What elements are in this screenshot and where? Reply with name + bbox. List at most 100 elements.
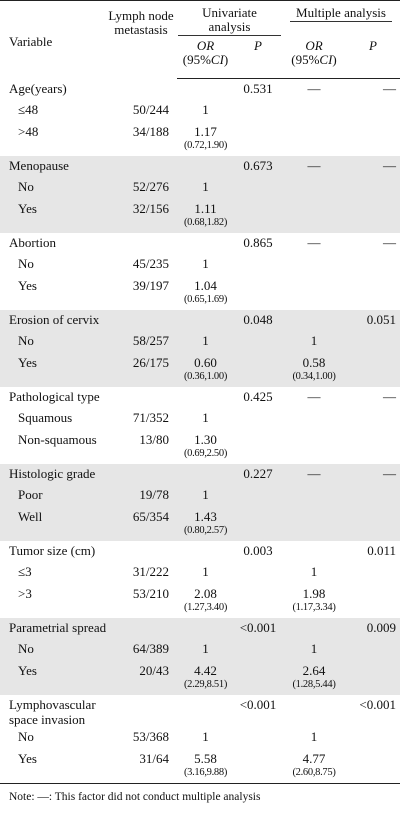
p-uni-empty <box>234 507 282 541</box>
p-multi-empty <box>346 199 400 233</box>
or-uni-header: OR (95%CI) <box>177 37 234 79</box>
or-multi-marker: — <box>282 464 346 485</box>
or-uni-value: 1.17 <box>194 124 217 139</box>
p-uni: <0.001 <box>234 618 282 639</box>
level-name: >3 <box>18 586 32 601</box>
p-uni: <0.001 <box>239 697 277 712</box>
or-uni-value: 1 <box>202 410 209 425</box>
variable-header: Variable <box>9 33 53 49</box>
ci-uni-value: (0.80,2.57) <box>183 525 228 536</box>
p-multi-empty <box>346 122 400 156</box>
level-name: No <box>0 331 105 353</box>
or-uni-cell: 1 <box>177 408 234 430</box>
or-uni-value: 0.60 <box>194 355 217 370</box>
metastasis-fraction: 45/235 <box>132 256 169 271</box>
p-uni-empty <box>234 584 282 618</box>
or-uni-cell: 1.43 (0.80,2.57) <box>177 507 234 541</box>
factor-name: Age(years) <box>9 80 67 96</box>
level-name: No <box>18 729 34 744</box>
metastasis-fraction: 65/354 <box>105 507 177 541</box>
or-uni-cell <box>177 618 234 639</box>
level-row: No 53/368 1 1 <box>0 727 400 749</box>
ci-uni-value: (0.72,1.90) <box>183 140 228 151</box>
level-row: ≤48 50/244 1 <box>0 100 400 122</box>
factor-name: Tumor size (cm) <box>9 543 96 558</box>
p-uni-empty <box>234 122 282 156</box>
metastasis-fraction: 20/43 <box>105 661 177 695</box>
p-multi: 0.011 <box>367 543 397 558</box>
factor-row: Age(years) 0.531 — — <box>0 79 400 101</box>
or-uni-cell: 1 <box>177 485 234 507</box>
p-multi-empty <box>346 727 400 749</box>
or-uni-cell: 0.60 (0.36,1.00) <box>177 353 234 387</box>
or-uni-value: 1 <box>202 179 209 194</box>
or-uni-value: 1.43 <box>194 509 217 524</box>
ci-uni-value: (3.16,9.88) <box>183 767 228 778</box>
or-uni-cell: 1 <box>177 562 234 584</box>
table-body: Age(years) 0.531— — ≤48 50/244 1 >48 34/188 1.17… <box>0 79 400 784</box>
or-uni-cell: 1 <box>177 177 234 199</box>
or-uni-value: 1 <box>202 641 209 656</box>
ci-multi-value: (1.28,5.44) <box>292 679 336 690</box>
or-multi-value: 1 <box>310 333 318 348</box>
p-uni-empty <box>234 639 282 661</box>
level-name: Poor <box>0 485 105 507</box>
or-multi-cell <box>282 507 346 541</box>
or-uni-cell: 1 <box>177 639 234 661</box>
factor-row: Lymphovascular space invasion <0.001 <0.00… <box>0 695 400 727</box>
or-uni-cell: 1.30 (0.69,2.50) <box>177 430 234 464</box>
p-uni-empty <box>234 276 282 310</box>
or-uni-cell <box>177 233 234 254</box>
level-row: Yes 26/175 0.60 (0.36,1.00) 0.58 (0.34,1.00) <box>0 353 400 387</box>
ci-multi-value: (1.17,3.34) <box>292 602 336 613</box>
or-multi-cell: 1.98 (1.17,3.34) <box>282 584 346 618</box>
or-uni-value: 2.08 <box>194 586 217 601</box>
or-multi-cell <box>282 408 346 430</box>
or-uni-value: 4.42 <box>194 663 217 678</box>
factor-name: Abortion <box>9 235 56 250</box>
p-multi: — <box>346 464 400 485</box>
level-name: Yes <box>0 353 105 387</box>
p-multi-empty <box>346 100 400 122</box>
p-multi-empty <box>346 749 400 784</box>
or-multi-marker: — <box>307 389 321 404</box>
or-multi-value: 4.77 <box>302 751 326 766</box>
or-multi-value: 0.58 <box>302 355 326 370</box>
or-uni-cell <box>177 156 234 177</box>
or-multi-cell: 4.77 (2.60,8.75) <box>282 749 346 784</box>
p-multi-header: P <box>346 37 400 79</box>
level-name: >48 <box>18 124 39 139</box>
factor-name: Histologic grade <box>0 464 177 485</box>
p-uni-header: P <box>234 37 282 79</box>
or-uni-cell: 1 <box>177 331 234 353</box>
level-name: Squamous <box>18 410 73 425</box>
level-row: Yes 31/64 5.58 (3.16,9.88) 4.77 (2.60,8.75) <box>0 749 400 784</box>
or-uni-value: 1 <box>202 256 209 271</box>
or-uni-cell <box>177 79 234 101</box>
p-uni: 0.227 <box>234 464 282 485</box>
or-uni-cell: 4.42 (2.29,8.51) <box>177 661 234 695</box>
factor-row: Parametrial spread <0.001 0.009 <box>0 618 400 639</box>
p-uni-empty <box>234 408 282 430</box>
p-uni-empty <box>234 199 282 233</box>
p-uni-empty <box>234 661 282 695</box>
or-uni-cell: 1 <box>177 727 234 749</box>
p-uni-empty <box>234 430 282 464</box>
p-multi-empty <box>346 661 400 695</box>
factor-name: Lymphovascular space invasion <box>9 697 96 727</box>
p-uni-empty <box>234 177 282 199</box>
or-uni-cell: 1.17 (0.72,1.90) <box>177 122 234 156</box>
factor-name: Menopause <box>0 156 177 177</box>
or-multi-value: 1 <box>310 564 318 579</box>
or-uni-value: 5.58 <box>194 751 217 766</box>
or-uni-value: 1 <box>202 729 209 744</box>
level-row: Yes 39/197 1.04 (0.65,1.69) <box>0 276 400 310</box>
or-uni-cell: 1.11 (0.68,1.82) <box>177 199 234 233</box>
metastasis-fraction: 19/78 <box>105 485 177 507</box>
level-name: Yes <box>0 199 105 233</box>
level-row: Yes 32/156 1.11 (0.68,1.82) <box>0 199 400 233</box>
metastasis-fraction: 13/80 <box>139 432 169 447</box>
level-row: No 45/235 1 <box>0 254 400 276</box>
metastasis-fraction: 50/244 <box>132 102 169 117</box>
